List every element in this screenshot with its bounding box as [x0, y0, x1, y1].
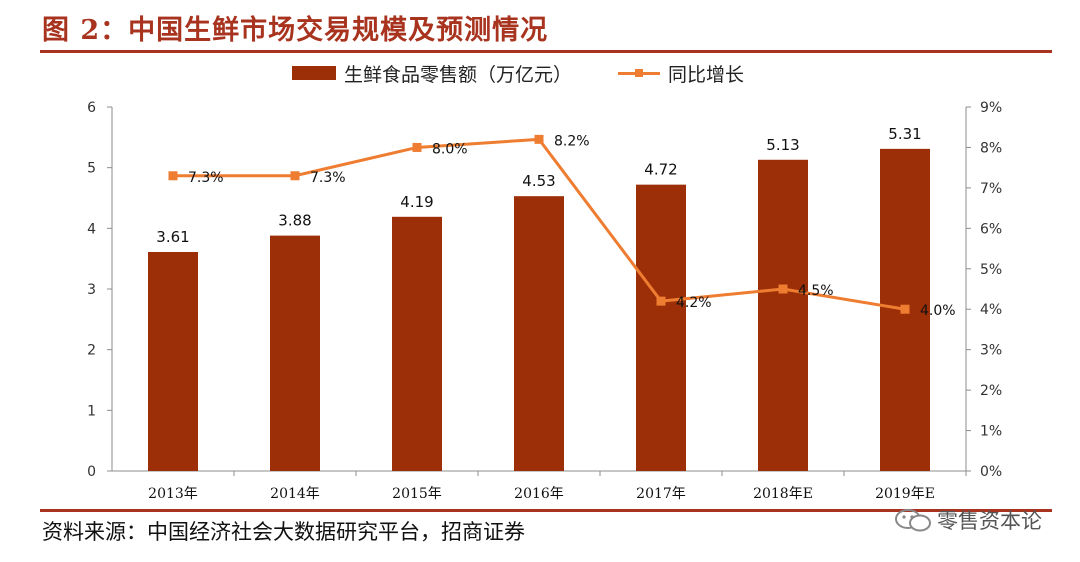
bar: [392, 216, 442, 471]
growth-point: [534, 134, 544, 144]
growth-point: [900, 304, 910, 314]
y-left-tick-label: 3: [87, 282, 96, 298]
figure-title: 图 2：中国生鲜市场交易规模及预测情况: [42, 15, 549, 46]
x-tick-label: 2018年E: [753, 486, 813, 502]
bar-value-label: 4.19: [400, 193, 433, 211]
y-right-tick-label: 0%: [980, 464, 1002, 480]
x-tick-label: 2017年: [636, 486, 686, 502]
bottom-rule: [40, 509, 1052, 512]
y-left-tick-label: 4: [87, 221, 96, 237]
y-left-tick-label: 2: [87, 343, 96, 359]
bar: [758, 159, 808, 471]
bar: [514, 196, 564, 471]
watermark: 零售资本论: [893, 505, 1042, 535]
growth-value-label: 7.3%: [310, 170, 346, 186]
y-right-tick-label: 4%: [980, 302, 1002, 318]
legend-label-line: 同比增长: [668, 63, 745, 86]
legend-swatch-line: [618, 68, 661, 77]
legend-item-line: 同比增长: [618, 60, 744, 87]
bar-value-label: 5.31: [888, 125, 921, 143]
bar-value-label: 5.13: [766, 136, 799, 154]
x-tick-label: 2019年E: [875, 486, 935, 502]
wechat-icon: [895, 509, 931, 532]
y-left-tick-label: 5: [87, 161, 96, 177]
bar: [148, 251, 198, 471]
legend-label-bar: 生鲜食品零售额（万亿元）: [344, 63, 573, 86]
bar-value-label: 4.72: [644, 161, 677, 179]
bar-value-label: 3.61: [156, 228, 189, 246]
source-note: 资料来源：中国经济社会大数据研究平台，招商证券: [42, 520, 525, 544]
y-right-tick-label: 5%: [980, 262, 1002, 278]
y-right-tick-label: 1%: [980, 424, 1002, 440]
y-left-tick-label: 1: [87, 403, 96, 419]
growth-value-label: 8.0%: [432, 141, 468, 157]
y-right-tick-label: 7%: [980, 181, 1002, 197]
y-right-tick-label: 2%: [980, 383, 1002, 399]
watermark-text: 零售资本论: [937, 509, 1042, 533]
title-rule: [40, 50, 1052, 53]
growth-point: [656, 296, 666, 306]
growth-value-label: 4.2%: [676, 295, 712, 311]
y-right-tick-label: 6%: [980, 221, 1002, 237]
bar: [270, 235, 320, 471]
y-left-tick-label: 6: [87, 100, 96, 116]
y-right-tick-label: 3%: [980, 343, 1002, 359]
growth-point: [290, 171, 300, 181]
x-tick-label: 2014年: [270, 486, 320, 502]
growth-value-label: 4.0%: [920, 303, 956, 319]
bar-value-label: 4.53: [522, 172, 555, 190]
growth-point: [168, 171, 178, 181]
growth-point: [778, 284, 788, 294]
chart-legend: 生鲜食品零售额（万亿元） 同比增长: [292, 60, 790, 86]
y-right-tick-label: 9%: [980, 100, 1002, 116]
growth-value-label: 8.2%: [554, 133, 590, 149]
legend-item-bar: 生鲜食品零售额（万亿元）: [292, 60, 572, 87]
bar-value-label: 3.88: [278, 212, 311, 230]
x-tick-label: 2016年: [514, 486, 564, 502]
legend-swatch-bar: [292, 66, 336, 80]
bar: [636, 184, 686, 472]
growth-point: [412, 142, 422, 152]
y-left-tick-label: 0: [87, 464, 96, 480]
y-right-tick-label: 8%: [980, 140, 1002, 156]
x-tick-label: 2015年: [392, 486, 442, 502]
x-tick-label: 2013年: [148, 486, 198, 502]
growth-value-label: 4.5%: [798, 283, 834, 299]
growth-value-label: 7.3%: [188, 170, 224, 186]
